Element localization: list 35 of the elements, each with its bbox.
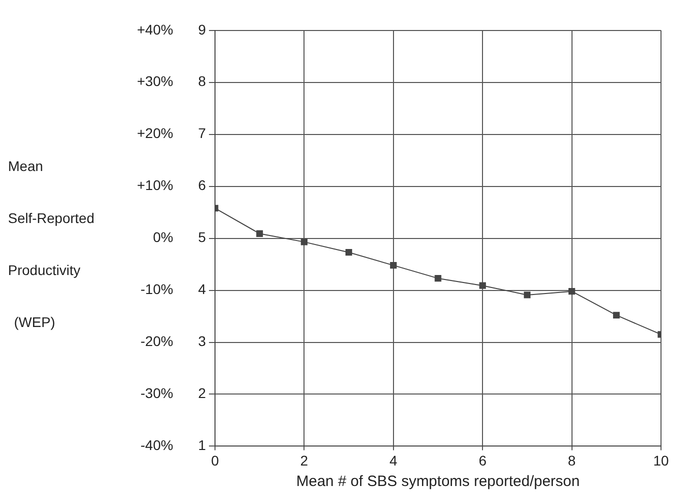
point xyxy=(390,262,397,269)
point xyxy=(434,274,442,282)
point xyxy=(568,288,576,295)
y2-tick-label: +20% xyxy=(136,125,174,142)
point xyxy=(300,238,308,246)
y-tick-label: 5 xyxy=(198,229,206,246)
x-tick-label: 8 xyxy=(568,452,576,468)
y2-tick-label: -30% xyxy=(140,385,174,402)
y2-tick-label: -40% xyxy=(140,437,174,454)
text: Mean Self-Reported Productivity (WEP) xyxy=(8,158,94,330)
point xyxy=(524,292,531,298)
x-tick-label: 2 xyxy=(300,452,308,468)
point xyxy=(613,312,620,319)
y-tick-label: 9 xyxy=(198,21,206,38)
point xyxy=(256,230,263,237)
x-axis-title: Mean # of SBS symptoms reported/person xyxy=(296,473,580,490)
x-tick-label: 10 xyxy=(653,452,669,468)
y-tick-label: 6 xyxy=(198,177,206,194)
y2-tick-label: -10% xyxy=(140,281,174,298)
y-tick-label: 7 xyxy=(198,125,206,142)
x-tick-label: 4 xyxy=(389,452,398,468)
x-tick-label: 0 xyxy=(211,452,220,468)
y-tick-label: 4 xyxy=(198,281,206,298)
x-tick-label: 6 xyxy=(478,452,487,468)
y-tick-label: 1 xyxy=(198,437,206,454)
y2-tick-label: +30% xyxy=(136,73,174,90)
y2-tick-label: 0% xyxy=(152,229,174,246)
point xyxy=(345,249,352,256)
y2-tick-label: -20% xyxy=(140,333,174,350)
y-tick-label: 3 xyxy=(198,333,206,350)
y-tick-label: 8 xyxy=(198,73,206,90)
y2-tick-label: +40% xyxy=(136,21,174,38)
point xyxy=(479,282,486,289)
y2-tick-label: +10% xyxy=(136,177,174,194)
y-tick-label: 2 xyxy=(198,385,206,402)
